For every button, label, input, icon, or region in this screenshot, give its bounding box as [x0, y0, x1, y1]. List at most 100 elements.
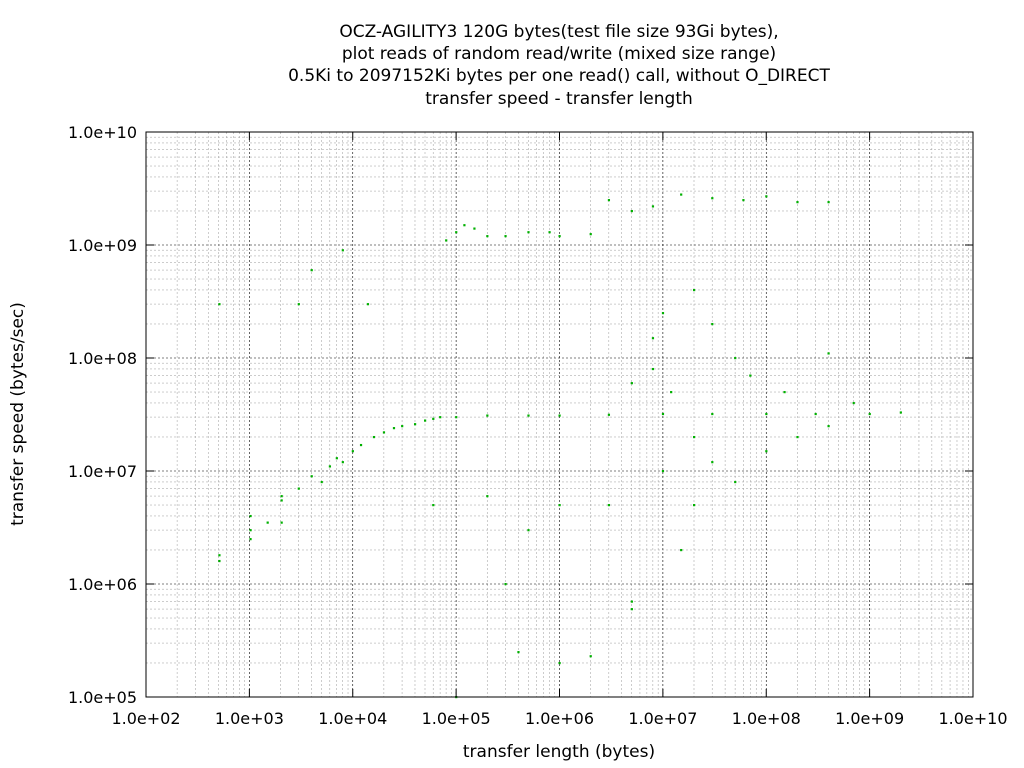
data-point — [692, 288, 696, 292]
data-point — [486, 235, 489, 238]
data-point — [432, 504, 435, 507]
x-axis-label: transfer length (bytes) — [463, 742, 655, 762]
data-point — [527, 529, 530, 532]
data-point — [868, 412, 871, 416]
data-point — [630, 608, 633, 611]
data-point — [463, 224, 466, 227]
data-point — [711, 322, 714, 326]
data-point — [661, 412, 665, 416]
chart-title: OCZ-AGILITY3 120G bytes(test file size 9… — [288, 22, 830, 109]
data-point — [432, 417, 435, 420]
grid-lines — [145, 131, 974, 698]
data-point — [372, 435, 376, 439]
data-point — [280, 521, 283, 524]
data-point — [455, 416, 458, 419]
data-point — [486, 495, 489, 498]
title-line-4: transfer speed - transfer length — [425, 89, 693, 109]
data-point — [297, 487, 300, 490]
y-tick-labels: 1.0e+05 1.0e+06 1.0e+07 1.0e+08 1.0e+09 1.0e+… — [68, 123, 137, 707]
data-point — [486, 414, 489, 417]
title-line-1: OCZ-AGILITY3 120G bytes(test file size 9… — [339, 22, 778, 42]
data-point — [310, 475, 313, 478]
data-point — [796, 435, 799, 439]
data-point — [661, 470, 665, 473]
y-tick-label: 1.0e+10 — [68, 123, 137, 142]
data-point — [899, 411, 902, 414]
data-point — [589, 233, 592, 236]
x-tick-label: 1.0e+05 — [422, 709, 491, 728]
data-point — [711, 412, 714, 416]
x-tick-label: 1.0e+07 — [628, 709, 697, 728]
data-point — [424, 419, 427, 422]
data-point — [351, 450, 354, 453]
data-point — [607, 413, 611, 416]
data-point — [280, 495, 283, 498]
data-point — [401, 425, 404, 428]
data-point — [742, 199, 745, 202]
x-tick-label: 1.0e+06 — [525, 709, 594, 728]
title-line-2: plot reads of random read/write (mixed s… — [342, 44, 776, 64]
data-point — [341, 249, 344, 252]
data-point — [558, 414, 561, 417]
x-tick-label: 1.0e+02 — [111, 709, 180, 728]
data-point — [297, 303, 300, 306]
data-point — [692, 504, 696, 507]
data-point — [249, 538, 252, 541]
data-point — [328, 465, 332, 468]
x-tick-label: 1.0e+03 — [215, 709, 284, 728]
data-point — [218, 559, 221, 563]
title-line-3: 0.5Ki to 2097152Ki bytes per one read() … — [288, 66, 830, 86]
data-point — [765, 450, 768, 453]
data-point — [607, 199, 611, 202]
data-points — [218, 193, 902, 699]
data-point — [320, 480, 323, 484]
data-point — [558, 661, 561, 665]
data-point — [680, 548, 683, 552]
data-point — [218, 303, 221, 306]
data-point — [558, 235, 561, 238]
data-point — [366, 303, 370, 306]
data-point — [749, 374, 752, 377]
data-point — [692, 435, 696, 439]
data-point — [711, 197, 714, 200]
data-point — [734, 357, 737, 360]
data-point — [827, 352, 830, 355]
axis-ticks — [145, 131, 974, 698]
data-point — [527, 231, 530, 234]
x-tick-label: 1.0e+10 — [938, 709, 1007, 728]
y-tick-label: 1.0e+07 — [68, 462, 137, 481]
data-point — [765, 195, 768, 198]
data-point — [651, 337, 655, 340]
data-point — [607, 504, 611, 507]
data-point — [814, 412, 817, 416]
data-point — [711, 461, 714, 464]
data-point — [341, 461, 344, 464]
data-point — [651, 205, 655, 208]
data-point — [249, 514, 252, 518]
data-point — [413, 423, 417, 426]
data-point — [852, 401, 855, 405]
data-point — [558, 504, 561, 507]
data-point — [827, 201, 830, 204]
y-tick-label: 1.0e+08 — [68, 349, 137, 368]
data-point — [651, 367, 655, 371]
data-point — [527, 414, 530, 417]
y-tick-label: 1.0e+09 — [68, 236, 137, 255]
data-point — [473, 227, 476, 230]
x-tick-label: 1.0e+09 — [835, 709, 904, 728]
data-point — [266, 521, 269, 524]
data-point — [359, 443, 363, 447]
data-point — [249, 529, 252, 532]
data-point — [335, 457, 338, 460]
data-point — [630, 600, 633, 603]
data-point — [504, 583, 507, 586]
data-point — [439, 416, 442, 419]
data-point — [445, 239, 448, 242]
data-point — [827, 425, 830, 428]
data-point — [796, 201, 799, 204]
data-point — [783, 391, 786, 394]
data-point — [734, 480, 737, 484]
data-point — [630, 209, 633, 213]
data-point — [589, 655, 592, 658]
